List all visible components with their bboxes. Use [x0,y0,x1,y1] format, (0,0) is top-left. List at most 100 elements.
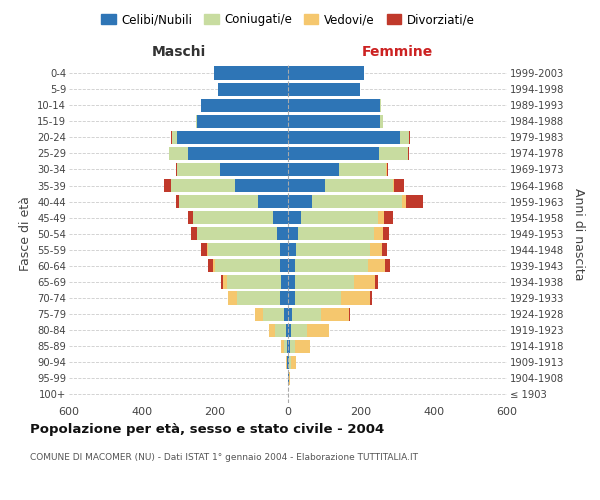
Bar [179,195,258,208]
Bar [288,260,295,272]
Bar [296,243,370,256]
Bar [235,179,288,192]
Bar [288,227,298,240]
Text: Femmine: Femmine [362,46,433,60]
Bar [258,195,288,208]
Bar [394,179,404,192]
Bar [295,276,354,288]
Bar [176,195,179,208]
Bar [188,211,193,224]
Bar [374,227,383,240]
Bar [223,276,227,288]
Bar [214,66,288,80]
Bar [289,356,291,369]
Bar [287,340,288,353]
Bar [393,179,394,192]
Bar [288,211,301,224]
Bar [277,227,288,240]
Bar [292,308,321,320]
Bar [402,195,406,208]
Bar [298,227,374,240]
Bar [269,324,275,337]
Bar [288,195,312,208]
Bar [213,260,215,272]
Bar [289,372,290,385]
Bar [220,163,288,176]
Bar [375,276,378,288]
Bar [385,260,390,272]
Bar [291,356,296,369]
Bar [349,308,350,320]
Bar [321,308,349,320]
Bar [378,211,385,224]
Text: Popolazione per età, sesso e stato civile - 2004: Popolazione per età, sesso e stato civil… [30,422,384,436]
Bar [312,195,402,208]
Bar [255,308,263,320]
Bar [382,243,387,256]
Bar [228,292,237,304]
Bar [288,356,289,369]
Bar [280,260,288,272]
Bar [383,227,389,240]
Bar [307,324,329,337]
Bar [385,211,393,224]
Bar [171,179,235,192]
Bar [288,324,291,337]
Bar [291,324,307,337]
Bar [325,179,393,192]
Bar [288,163,339,176]
Bar [237,292,280,304]
Bar [196,114,197,128]
Bar [380,114,383,128]
Bar [280,292,288,304]
Bar [164,179,171,192]
Bar [288,114,380,128]
Bar [288,308,292,320]
Bar [176,163,220,176]
Bar [370,292,371,304]
Bar [400,130,409,144]
Bar [263,308,284,320]
Bar [406,195,424,208]
Bar [288,243,296,256]
Bar [288,340,290,353]
Bar [286,324,288,337]
Bar [272,211,288,224]
Bar [172,130,176,144]
Bar [354,276,375,288]
Text: COMUNE DI MACOMER (NU) - Dati ISTAT 1° gennaio 2004 - Elaborazione TUTTITALIA.IT: COMUNE DI MACOMER (NU) - Dati ISTAT 1° g… [30,452,418,462]
Bar [206,243,208,256]
Bar [380,98,381,112]
Bar [218,82,288,96]
Bar [288,82,360,96]
Bar [288,147,379,160]
Bar [288,372,289,385]
Bar [341,292,370,304]
Bar [295,260,368,272]
Bar [280,243,288,256]
Bar [287,356,288,369]
Bar [188,147,288,160]
Bar [275,324,286,337]
Bar [288,130,400,144]
Bar [288,98,380,112]
Bar [176,130,288,144]
Bar [288,292,295,304]
Bar [288,66,364,80]
Text: Maschi: Maschi [151,46,206,60]
Bar [408,147,409,160]
Bar [281,340,284,353]
Bar [227,276,281,288]
Bar [284,308,288,320]
Bar [191,227,197,240]
Bar [208,260,213,272]
Bar [379,147,408,160]
Bar [193,211,272,224]
Bar [208,243,280,256]
Bar [284,340,287,353]
Bar [301,211,378,224]
Bar [290,340,295,353]
Bar [169,147,188,160]
Bar [201,98,288,112]
Y-axis label: Fasce di età: Fasce di età [19,196,32,271]
